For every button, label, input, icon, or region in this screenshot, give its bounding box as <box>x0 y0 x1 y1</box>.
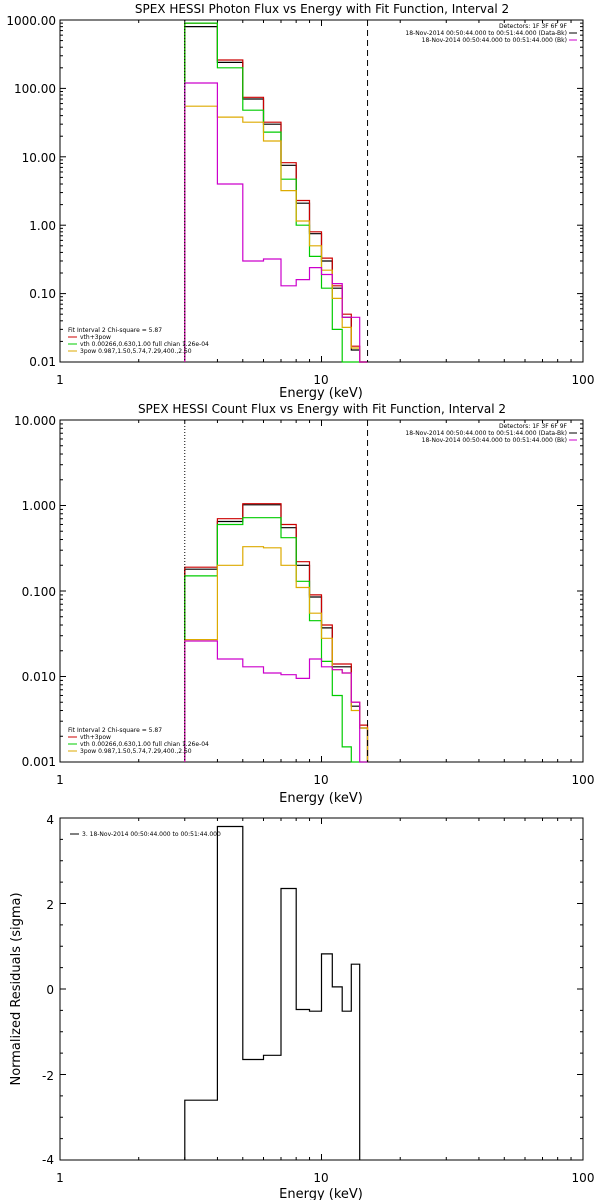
y-tick-label: -4 <box>42 1153 54 1167</box>
legend-text: Detectors: 1F 3F 6F 9F <box>499 23 568 30</box>
y-tick-label: -2 <box>42 1069 54 1083</box>
data-series <box>184 20 369 363</box>
y-tick-label: 100.00 <box>14 82 56 96</box>
x-tick-label: 10 <box>313 1171 328 1185</box>
x-tick-label: 1 <box>56 373 64 387</box>
y-tick-label: 2 <box>46 898 54 912</box>
legend-text: Fit Interval 2 Chi-square = 5.87 <box>68 727 162 734</box>
legend-top-left: 3. 18-Nov-2014 00:50:44.000 to 00:51:44.… <box>70 831 221 838</box>
y-tick-label: 1000.00 <box>6 14 56 28</box>
axis-ticks <box>59 19 583 363</box>
legend-text: 3pow 0.987,1.50,5.74,7.29,400.,2.50 <box>80 748 192 755</box>
legend-text: 18-Nov-2014 00:50:44.000 to 00:51:44.000… <box>405 430 567 437</box>
panel-title: SPEX HESSI Photon Flux vs Energy with Fi… <box>135 2 509 16</box>
series-line-0 <box>184 26 368 363</box>
legend-text: 18-Nov-2014 00:50:44.000 to 00:51:44.000… <box>405 30 567 37</box>
y-tick-label: 0.001 <box>22 755 56 769</box>
series-line-3 <box>184 546 369 762</box>
legend-bottom-left: Fit Interval 2 Chi-square = 5.87vth+3pow… <box>68 327 209 355</box>
series-line-1 <box>184 503 369 762</box>
y-tick-label: 0.100 <box>22 585 56 599</box>
legend-text: vth+3pow <box>80 734 111 741</box>
legend-text: 18-Nov-2014 00:50:44.000 to 00:51:44.000… <box>422 37 567 44</box>
x-tick-label: 10 <box>313 773 328 787</box>
x-tick-label: 100 <box>572 1171 595 1185</box>
series-line-3 <box>184 105 368 363</box>
series-line-2 <box>184 22 368 363</box>
axis-ticks <box>59 419 583 763</box>
x-axis-label: Energy (keV) <box>279 386 363 401</box>
series-line-4 <box>184 82 368 363</box>
y-tick-label: 4 <box>46 813 54 827</box>
x-tick-label: 10 <box>313 373 328 387</box>
plot-frame <box>59 19 584 363</box>
y-tick-label: 0 <box>46 983 54 997</box>
legend-text: vth 0.00266,0.630,1.00 full chian 1.26e-… <box>80 741 209 748</box>
series-line-1 <box>184 22 368 363</box>
legend-text: 3. 18-Nov-2014 00:50:44.000 to 00:51:44.… <box>82 831 221 838</box>
panel-title: SPEX HESSI Count Flux vs Energy with Fit… <box>138 402 506 416</box>
plot-frame <box>59 419 584 763</box>
legend-text: vth 0.00266,0.630,1.00 full chian 1.26e-… <box>80 341 209 348</box>
x-tick-label: 1 <box>56 1171 64 1185</box>
legend-text: 18-Nov-2014 00:50:44.000 to 00:51:44.000… <box>422 437 567 444</box>
y-tick-label: 10.00 <box>22 151 56 165</box>
series-line-0 <box>184 504 369 762</box>
y-tick-label: 1.00 <box>29 219 56 233</box>
y-tick-label: 0.10 <box>29 287 56 301</box>
x-tick-label: 1 <box>56 773 64 787</box>
y-tick-label: 0.010 <box>22 670 56 684</box>
y-axis-label: Normalized Residuals (sigma) <box>9 892 24 1085</box>
legend-text: Detectors: 1F 3F 6F 9F <box>499 423 568 430</box>
x-axis-label: Energy (keV) <box>279 791 363 806</box>
y-tick-label: 10.000 <box>14 414 56 428</box>
axis-ticks <box>59 817 583 1161</box>
series-line-0 <box>184 825 361 1160</box>
legend-bottom-left: Fit Interval 2 Chi-square = 5.87vth+3pow… <box>68 727 209 755</box>
x-axis-label: Energy (keV) <box>279 1187 363 1200</box>
legend-text: vth+3pow <box>80 334 111 341</box>
x-tick-label: 100 <box>572 373 595 387</box>
data-series <box>184 420 369 763</box>
photon-flux-panel: SPEX HESSI Photon Flux vs Energy with Fi… <box>6 2 594 401</box>
count-flux-panel: SPEX HESSI Count Flux vs Energy with Fit… <box>14 402 594 806</box>
x-tick-label: 100 <box>572 773 595 787</box>
y-tick-label: 0.01 <box>29 355 56 369</box>
legend-text: Fit Interval 2 Chi-square = 5.87 <box>68 327 162 334</box>
y-tick-label: 1.000 <box>22 499 56 513</box>
residuals-panel: 4 2 0 -2 -4 1 10 100 Energy (keV) Normal… <box>9 813 594 1200</box>
data-series <box>184 825 361 1160</box>
legend-text: 3pow 0.987,1.50,5.74,7.29,400.,2.50 <box>80 348 192 355</box>
series-line-2 <box>184 517 368 763</box>
series-line-4 <box>184 640 368 763</box>
